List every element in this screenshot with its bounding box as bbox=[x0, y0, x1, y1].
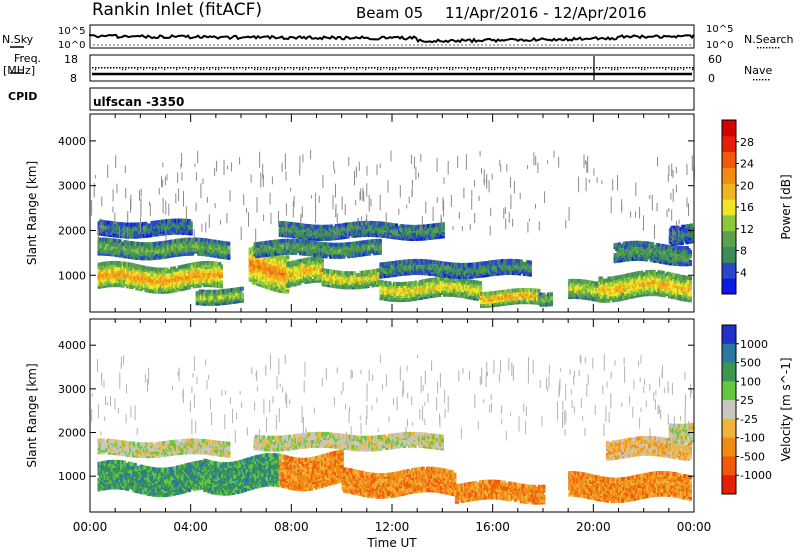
power-y-tick-label: 3000 bbox=[58, 180, 86, 193]
power-band-3 bbox=[195, 286, 244, 306]
velocity-y-tick-label: 3000 bbox=[58, 383, 86, 396]
velocity-colorbar-tick: -500 bbox=[740, 450, 765, 463]
power-colorbar-tick: 8 bbox=[740, 245, 747, 258]
velocity-colorbar-tick: -1000 bbox=[740, 469, 772, 482]
power-band-16 bbox=[668, 223, 695, 247]
velocity-band-6 bbox=[454, 479, 546, 505]
power-band-2 bbox=[97, 218, 193, 239]
nsky-label: N.Sky bbox=[2, 33, 34, 46]
velocity-sparse-echoes bbox=[91, 353, 692, 447]
nsearch-label: N.Search bbox=[744, 33, 794, 46]
nsearch-tick-top: 10^5 bbox=[706, 24, 734, 35]
power-colorbar-tick: 20 bbox=[740, 179, 754, 192]
power-y-axis-label: Slant Range [km] bbox=[25, 161, 39, 265]
freq-panel-frame bbox=[89, 54, 695, 82]
power-y-tick-label: 2000 bbox=[58, 224, 86, 237]
velocity-band-9 bbox=[668, 422, 695, 444]
power-colorbar bbox=[722, 120, 736, 295]
velocity-colorbar-tick: 500 bbox=[740, 357, 761, 370]
velocity-y-tick-label: 2000 bbox=[58, 427, 86, 440]
power-band-12 bbox=[538, 292, 553, 307]
power-colorbar-tick: 24 bbox=[740, 158, 754, 171]
velocity-colorbar-tick: -25 bbox=[740, 413, 758, 426]
cpid-panel-frame bbox=[89, 87, 695, 111]
power-band-1 bbox=[97, 237, 231, 261]
velocity-band-3 bbox=[278, 449, 344, 492]
power-colorbar-tick: 16 bbox=[740, 201, 754, 214]
nsky-panel-frame bbox=[89, 24, 695, 49]
beam-label: Beam 05 bbox=[356, 4, 424, 22]
power-band-6 bbox=[321, 268, 382, 290]
station-title: Rankin Inlet (fitACF) bbox=[92, 0, 263, 20]
velocity-colorbar-tick: 100 bbox=[740, 375, 761, 388]
nave-tick-bottom: 0 bbox=[708, 72, 715, 85]
x-tick-label: 04:00 bbox=[173, 520, 208, 534]
nsky-tick-top: 10^5 bbox=[58, 26, 86, 37]
velocity-y-axis-label: Slant Range [km] bbox=[25, 363, 39, 467]
power-band-0 bbox=[97, 260, 223, 294]
power-band-10 bbox=[480, 288, 541, 309]
nsky-tick-bottom: 10^0 bbox=[58, 40, 86, 51]
power-colorbar-tick: 12 bbox=[740, 223, 754, 236]
velocity-colorbar-tick: 1000 bbox=[740, 338, 768, 351]
velocity-colorbar bbox=[722, 325, 736, 495]
velocity-y-tick-label: 4000 bbox=[58, 339, 86, 352]
power-band-8 bbox=[278, 220, 445, 241]
power-band-13 bbox=[568, 278, 602, 303]
axis-labels: 1000 2000 3000 4000 Slant Range [km] 4 8 12 16 20… bbox=[25, 135, 793, 550]
nsearch-tick-bottom: 10^0 bbox=[706, 40, 734, 51]
freq-tick-top: 18 bbox=[64, 53, 78, 66]
x-axis-label: Time UT bbox=[366, 536, 417, 550]
power-colorbar-tick: 28 bbox=[740, 136, 754, 149]
nsky-trace bbox=[89, 33, 695, 44]
x-tick-label: 00:00 bbox=[677, 520, 712, 534]
power-band-9 bbox=[379, 276, 483, 303]
cpid-label: CPID bbox=[8, 90, 38, 103]
velocity-band-1 bbox=[97, 438, 231, 459]
freq-tick-bottom: 8 bbox=[70, 72, 77, 85]
x-tick-label: 00:00 bbox=[73, 520, 108, 534]
date-range: 11/Apr/2016 - 12/Apr/2016 bbox=[445, 4, 647, 22]
freq-label: Freq. bbox=[14, 52, 42, 65]
x-tick-label: 16:00 bbox=[475, 520, 510, 534]
nave-label: Nave bbox=[744, 64, 773, 77]
velocity-band-7 bbox=[568, 471, 692, 504]
velocity-band-4 bbox=[341, 466, 457, 499]
power-band-11 bbox=[379, 258, 532, 279]
power-y-tick-label: 1000 bbox=[58, 269, 86, 282]
velocity-colorbar-tick: 25 bbox=[740, 394, 754, 407]
velocity-band-2 bbox=[203, 453, 282, 496]
power-sparse-echoes bbox=[91, 149, 695, 246]
power-band-14 bbox=[598, 269, 692, 303]
x-tick-label: 12:00 bbox=[375, 520, 410, 534]
panel-frames-and-ticks bbox=[10, 24, 780, 513]
velocity-panel-bands bbox=[91, 353, 695, 505]
power-colorbar-label: Power [dB] bbox=[779, 174, 793, 239]
x-tick-label: 20:00 bbox=[576, 520, 611, 534]
velocity-band-0 bbox=[97, 459, 205, 498]
nave-tick-top: 60 bbox=[708, 53, 722, 66]
velocity-y-tick-label: 1000 bbox=[58, 470, 86, 483]
x-tick-label: 08:00 bbox=[274, 520, 309, 534]
velocity-colorbar-label: Velocity [m s^-1] bbox=[779, 357, 793, 461]
power-y-tick-label: 4000 bbox=[58, 135, 86, 148]
freq-unit: [MHz] bbox=[3, 64, 36, 77]
velocity-band-8 bbox=[605, 436, 692, 461]
power-band-15 bbox=[613, 240, 692, 267]
power-colorbar-tick: 4 bbox=[740, 266, 747, 279]
cpid-value: ulfscan -3350 bbox=[93, 95, 185, 109]
velocity-band-5 bbox=[253, 431, 444, 452]
velocity-colorbar-tick: -100 bbox=[740, 432, 765, 445]
power-panel-bands bbox=[91, 149, 695, 309]
power-band-7 bbox=[253, 238, 382, 259]
power-band-5 bbox=[286, 256, 324, 288]
